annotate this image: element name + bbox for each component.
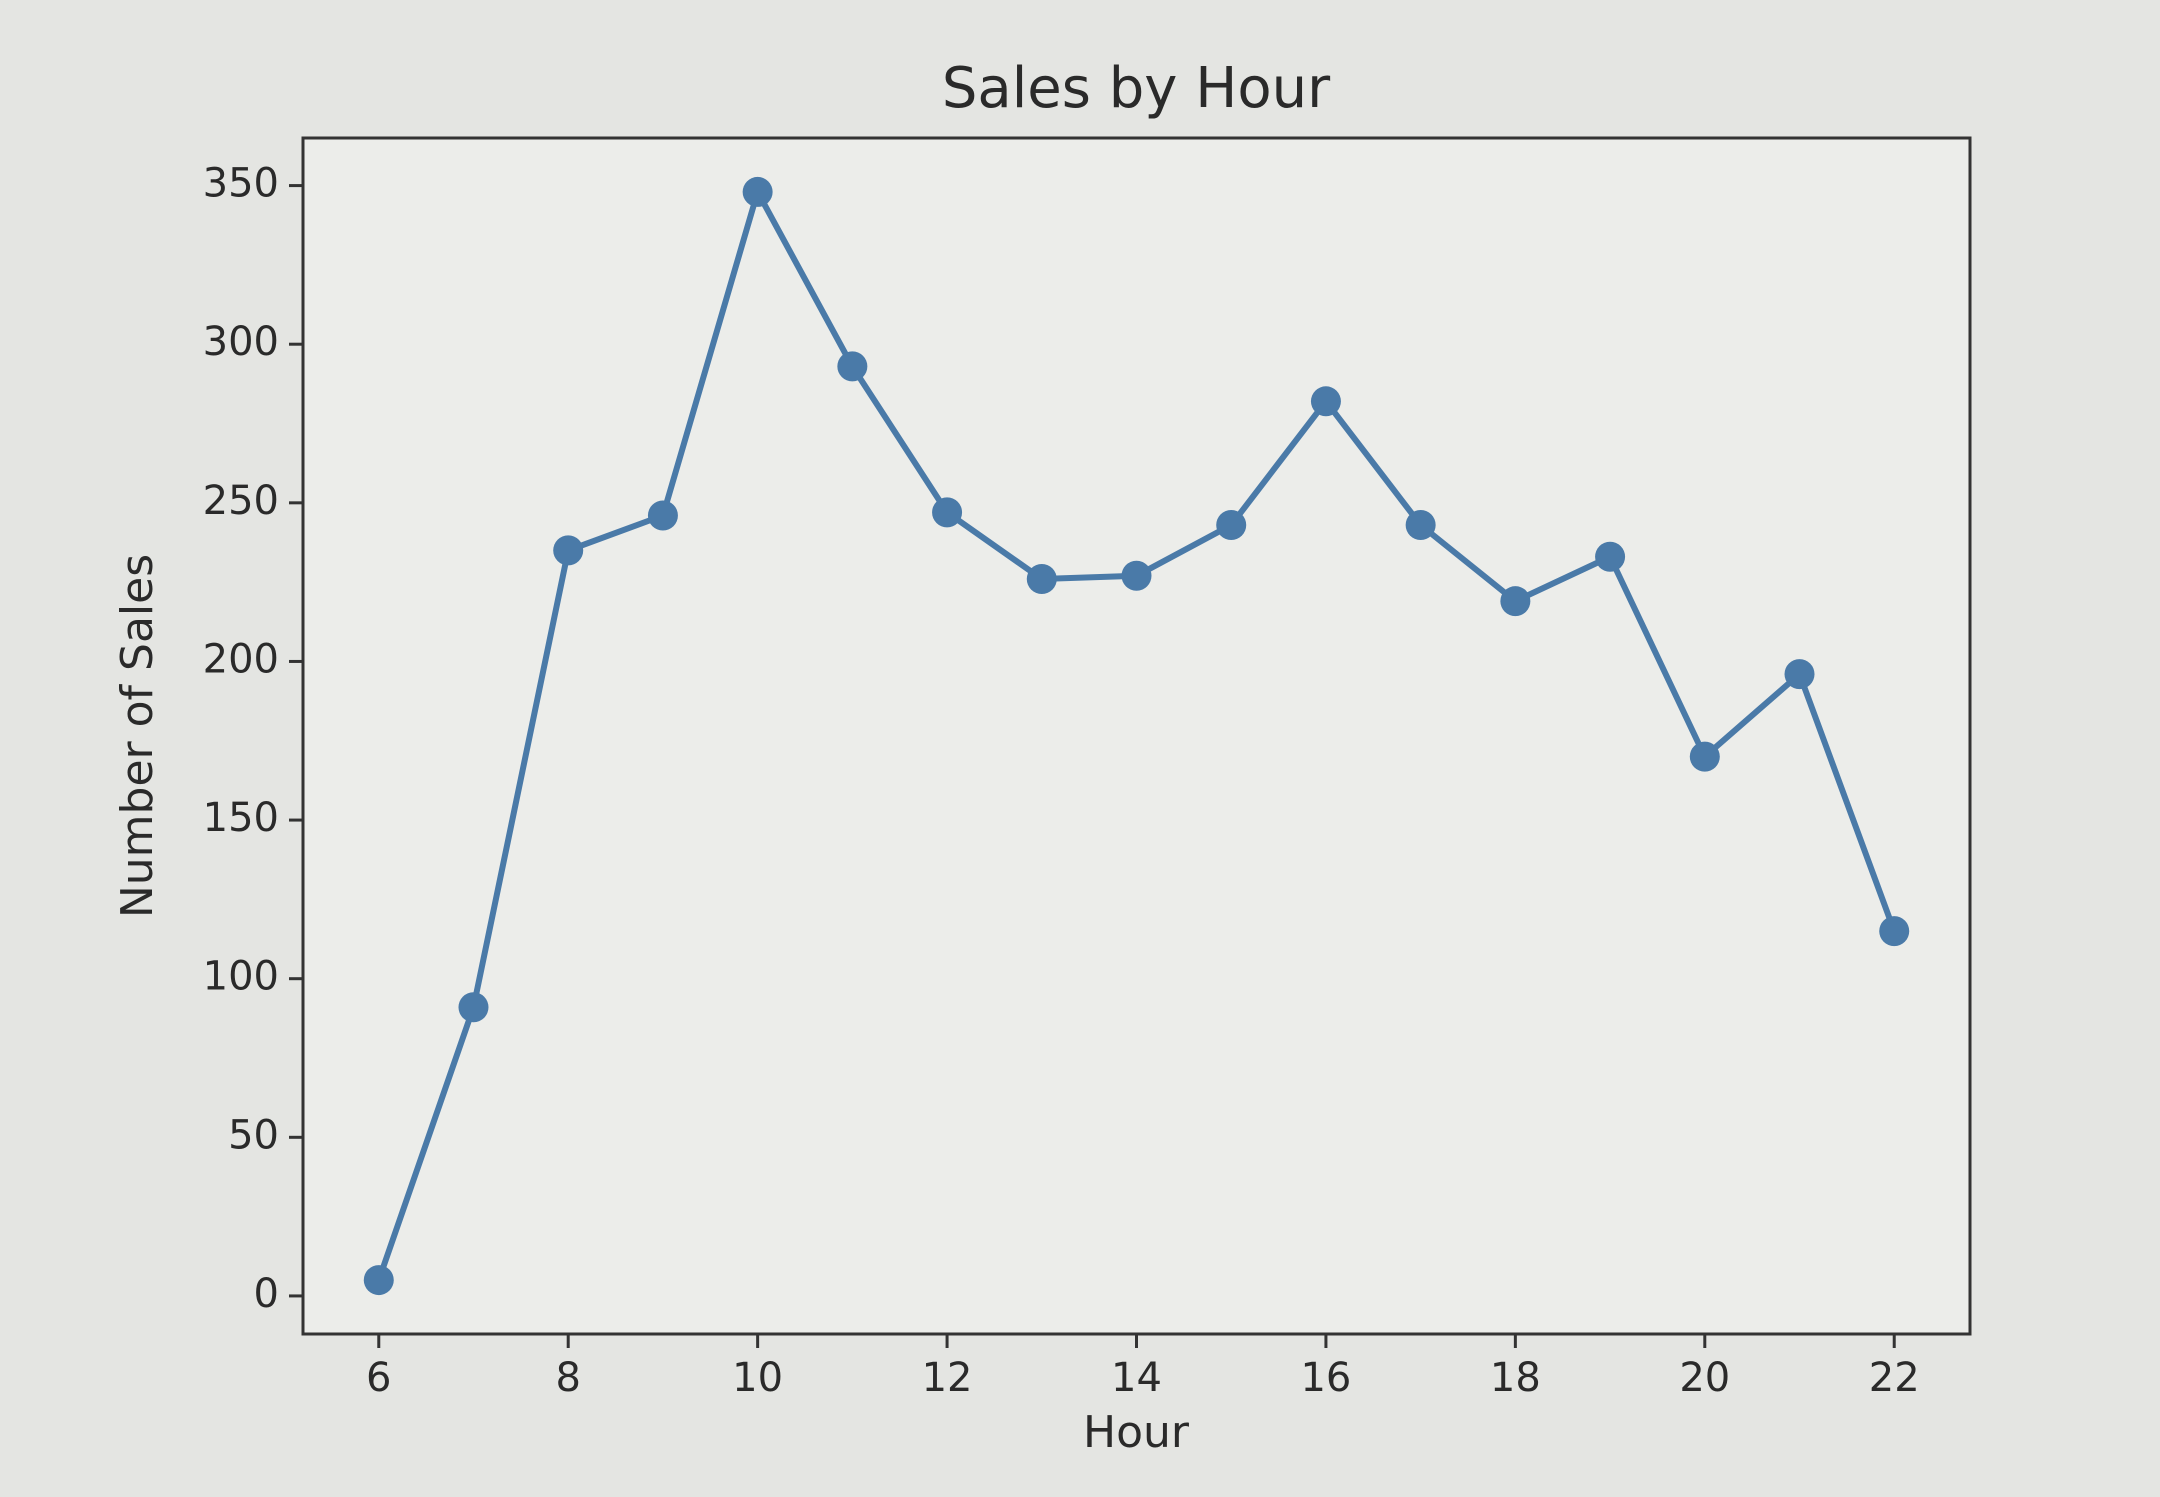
x-tick-label: 20 — [1679, 1355, 1730, 1401]
marker — [458, 992, 489, 1023]
marker — [1879, 916, 1910, 947]
x-tick-label: 8 — [555, 1355, 580, 1401]
marker — [1784, 659, 1815, 690]
marker — [1689, 741, 1720, 772]
y-tick-label: 200 — [203, 636, 279, 682]
x-axis-label: Hour — [1083, 1407, 1190, 1458]
marker — [363, 1265, 394, 1296]
marker — [1310, 386, 1341, 417]
x-tick-label: 10 — [732, 1355, 783, 1401]
marker — [1026, 563, 1057, 594]
y-tick-label: 250 — [203, 478, 279, 524]
y-tick-label: 50 — [228, 1112, 279, 1158]
marker — [1405, 510, 1436, 541]
marker — [647, 500, 678, 531]
x-tick-label: 12 — [922, 1355, 973, 1401]
x-tick-label: 18 — [1490, 1355, 1541, 1401]
marker — [1500, 586, 1531, 617]
marker — [1121, 560, 1152, 591]
chart-title: Sales by Hour — [942, 56, 1331, 121]
y-tick-label: 350 — [203, 161, 279, 207]
marker — [742, 176, 773, 207]
x-tick-label: 14 — [1111, 1355, 1162, 1401]
marker — [553, 535, 584, 566]
marker — [837, 351, 868, 382]
marker — [1216, 510, 1247, 541]
plot-area — [301, 136, 1972, 1336]
y-tick-label: 150 — [203, 795, 279, 841]
x-tick-label: 22 — [1869, 1355, 1920, 1401]
marker — [932, 497, 963, 528]
x-tick-label: 6 — [366, 1355, 391, 1401]
y-tick-label: 300 — [203, 319, 279, 365]
marker — [1595, 541, 1626, 572]
y-tick-label: 0 — [254, 1271, 279, 1317]
y-tick-label: 100 — [203, 954, 279, 1000]
y-axis-label: Number of Sales — [112, 554, 163, 918]
x-tick-label: 16 — [1300, 1355, 1351, 1401]
